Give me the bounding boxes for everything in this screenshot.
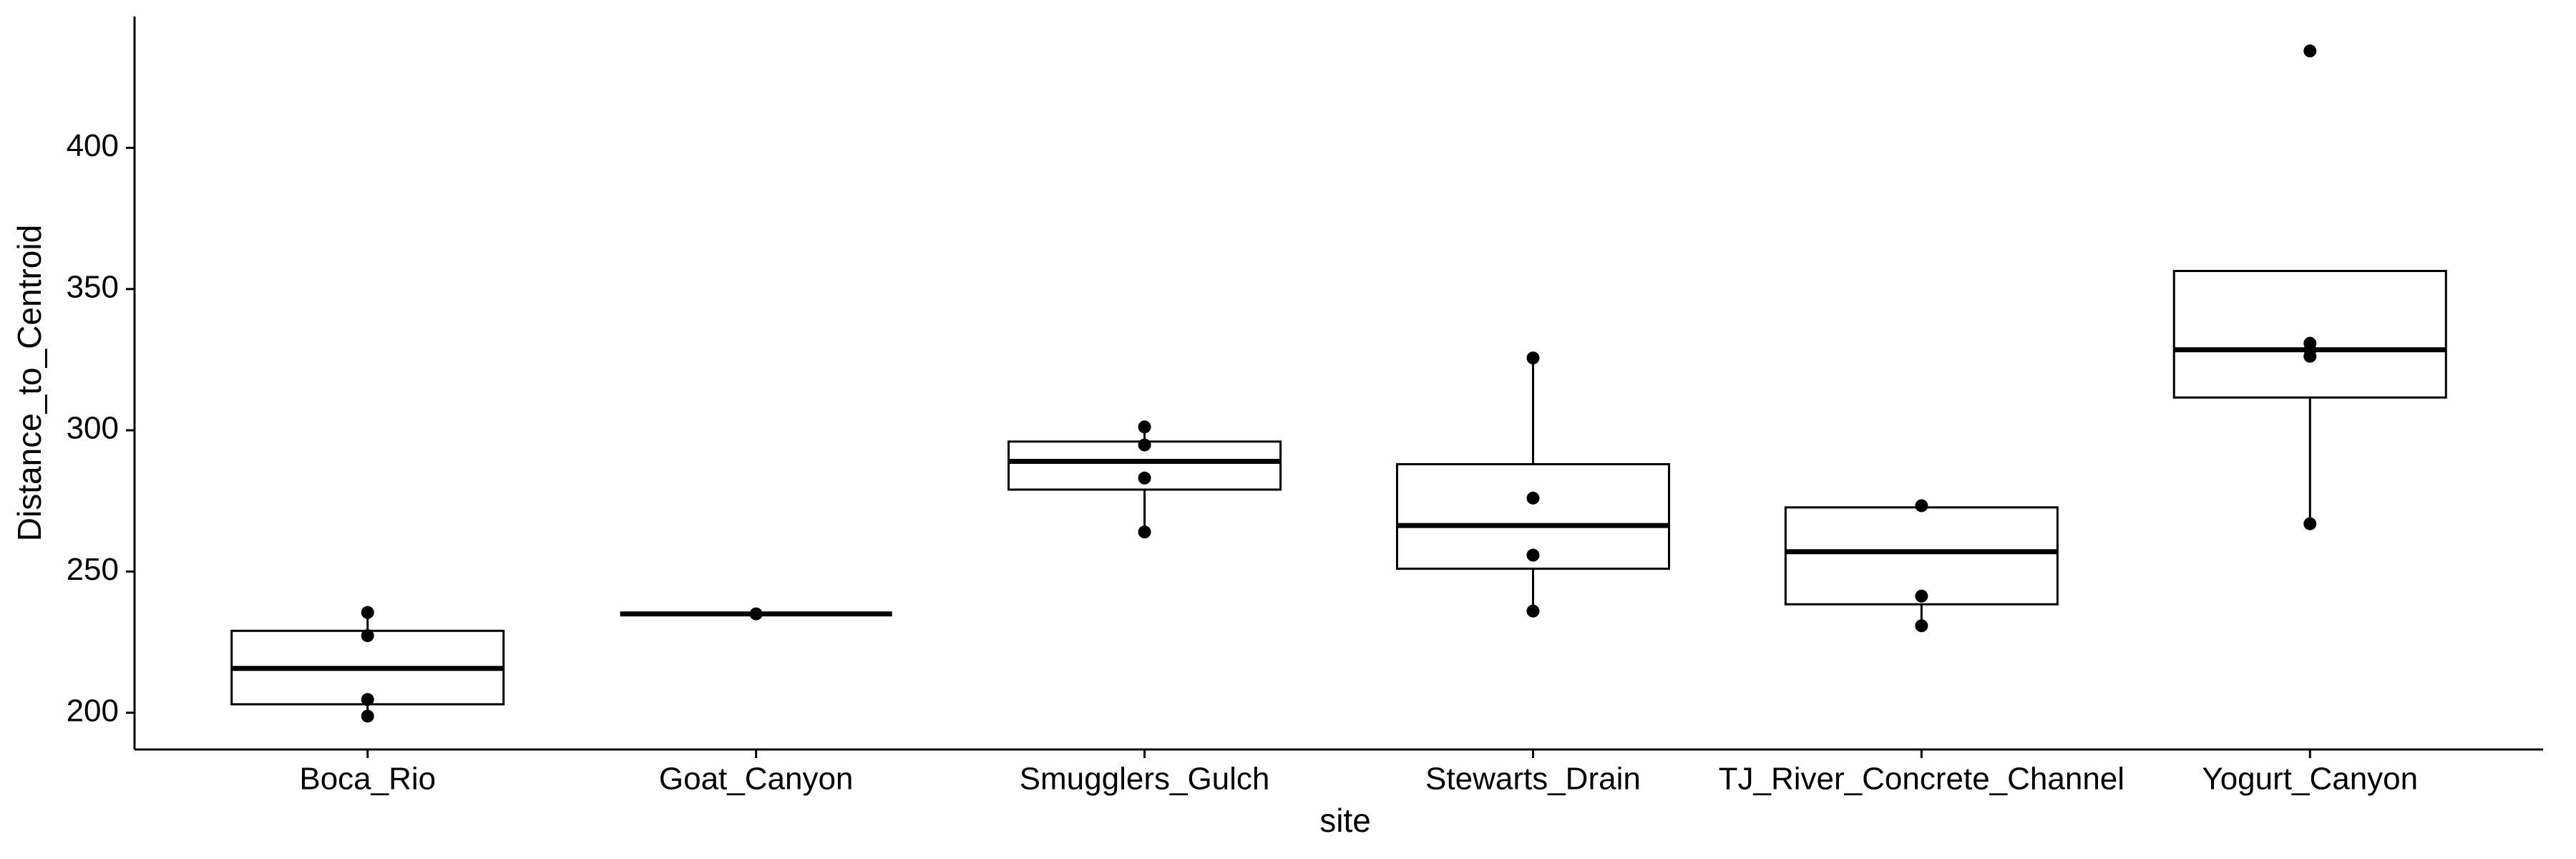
point [361, 693, 374, 707]
point [2303, 349, 2317, 363]
point [1526, 548, 1540, 562]
point [1138, 420, 1151, 434]
point [1138, 525, 1151, 539]
x-tick-label: Smugglers_Gulch [1020, 762, 1270, 797]
point [1526, 491, 1540, 505]
x-tick-label: TJ_River_Concrete_Channel [1719, 762, 2124, 797]
point [2303, 517, 2317, 530]
y-axis-title: Distance_to_Centroid [11, 225, 48, 541]
x-tick-label: Boca_Rio [299, 762, 436, 797]
y-tick-label: 200 [67, 693, 119, 728]
y-tick-label: 350 [67, 269, 119, 304]
x-tick-label: Yogurt_Canyon [2202, 762, 2418, 797]
x-tick-label: Goat_Canyon [659, 762, 854, 797]
point [1915, 499, 1928, 513]
point [1138, 438, 1151, 452]
y-tick-label: 400 [67, 128, 119, 163]
point [361, 629, 374, 642]
y-tick-label: 250 [67, 552, 119, 587]
point [2303, 44, 2317, 58]
x-tick-label: Stewarts_Drain [1425, 762, 1641, 797]
box [2172, 270, 2447, 399]
point [1915, 589, 1928, 603]
point [361, 709, 374, 723]
point [1138, 471, 1151, 485]
x-axis-title: site [1319, 802, 1371, 839]
point [1526, 604, 1540, 618]
point [1526, 351, 1540, 365]
y-tick-label: 300 [67, 411, 119, 446]
point [361, 606, 374, 619]
point [749, 607, 763, 621]
point [1915, 619, 1928, 633]
